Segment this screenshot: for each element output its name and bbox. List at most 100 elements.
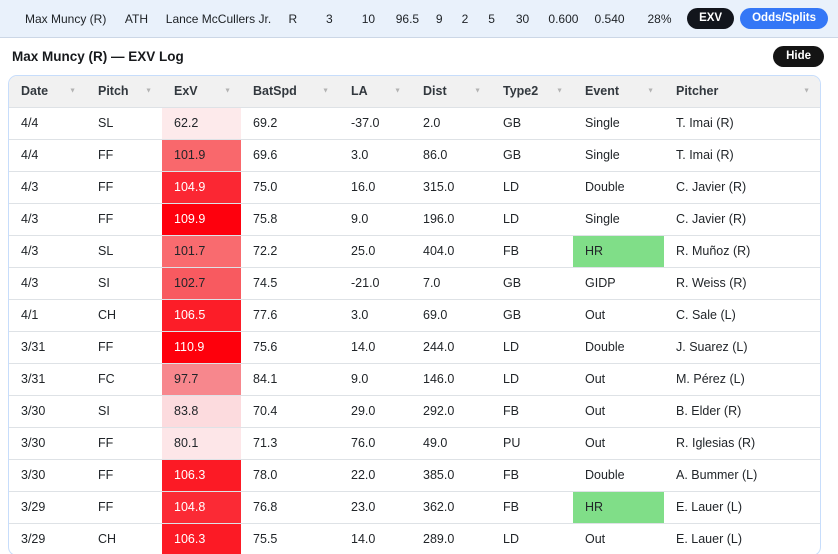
cell-type2: GB [491,138,573,171]
sort-caret-icon[interactable]: ▼ [69,87,76,95]
cell-date: 3/29 [9,522,86,554]
table-row: 4/3 FF 109.9 75.8 9.0 196.0 LD Single C. Javier … [9,202,820,235]
cell-pitcher: R. Iglesias (R) [664,426,820,459]
cell-la: 16.0 [339,170,411,203]
cell-date: 4/3 [9,202,86,235]
cell-pitch: CH [86,522,162,554]
cell-event: Out [573,522,664,554]
cell-pitcher: R. Weiss (R) [664,266,820,299]
cell-dist: 196.0 [411,202,491,235]
table-body: 4/4 SL 62.2 69.2 -37.0 2.0 GB Single T. Imai (R)… [9,106,820,554]
sort-caret-icon[interactable]: ▼ [803,87,810,95]
exv-button[interactable]: EXV [687,7,735,30]
column-header-type2[interactable]: Type2 ▼ [491,76,573,107]
cell-batspd: 72.2 [241,234,339,267]
sort-caret-icon[interactable]: ▼ [322,87,329,95]
cell-la: 3.0 [339,298,411,331]
stat-hand: R [288,11,298,26]
cell-date: 4/1 [9,298,86,331]
cell-exv: 104.8 [162,490,241,523]
table-row: 3/31 FF 110.9 75.6 14.0 244.0 LD Double J. Suare… [9,330,820,363]
cell-la: 14.0 [339,330,411,363]
cell-la: 29.0 [339,394,411,427]
cell-la: -37.0 [339,106,411,139]
cell-pitcher: T. Imai (R) [664,106,820,139]
column-header-exv[interactable]: ExV ▼ [162,76,241,107]
column-header-la[interactable]: LA ▼ [339,76,411,107]
column-header-dist[interactable]: Dist ▼ [411,76,491,107]
cell-pitcher: C. Javier (R) [664,170,820,203]
cell-batspd: 75.5 [241,522,339,554]
cell-dist: 289.0 [411,522,491,554]
stat-value: 0.600 [548,11,579,26]
cell-pitcher: E. Lauer (L) [664,522,820,554]
cell-pitch: FC [86,362,162,395]
table-row: 3/30 FF 80.1 71.3 76.0 49.0 PU Out R. Iglesias (… [9,426,820,459]
cell-event: Double [573,330,664,363]
cell-event: HR [573,490,664,523]
stat-value: 10 [361,11,376,26]
cell-la: 9.0 [339,362,411,395]
column-header-date[interactable]: Date ▼ [9,76,86,107]
cell-la: 3.0 [339,138,411,171]
cell-pitcher: C. Javier (R) [664,202,820,235]
cell-event: Double [573,170,664,203]
cell-exv: 101.7 [162,234,241,267]
cell-dist: 404.0 [411,234,491,267]
column-header-batspd[interactable]: BatSpd ▼ [241,76,339,107]
table-row: 4/3 SL 101.7 72.2 25.0 404.0 FB HR R. Muñoz (R) [9,234,820,267]
cell-date: 4/3 [9,170,86,203]
cell-exv: 106.3 [162,522,241,554]
stat-value: 30 [515,11,530,26]
cell-event: Out [573,426,664,459]
cell-la: 23.0 [339,490,411,523]
sort-caret-icon[interactable]: ▼ [224,87,231,95]
cell-exv: 83.8 [162,394,241,427]
cell-batspd: 84.1 [241,362,339,395]
hide-button[interactable]: Hide [773,45,824,68]
cell-type2: LD [491,362,573,395]
sort-caret-icon[interactable]: ▼ [394,87,401,95]
cell-pitch: SL [86,106,162,139]
cell-la: 14.0 [339,522,411,554]
sort-caret-icon[interactable]: ▼ [647,87,654,95]
cell-exv: 62.2 [162,106,241,139]
cell-dist: 244.0 [411,330,491,363]
cell-dist: 7.0 [411,266,491,299]
cell-event: Double [573,458,664,491]
stat-value: 3 [326,11,333,26]
cell-la: 9.0 [339,202,411,235]
stat-value: 0.540 [594,11,625,26]
cell-batspd: 75.0 [241,170,339,203]
cell-la: 22.0 [339,458,411,491]
cell-type2: FB [491,458,573,491]
cell-event: Out [573,394,664,427]
table-row: 3/29 CH 106.3 75.5 14.0 289.0 LD Out E. Lauer (L… [9,522,820,554]
cell-exv: 80.1 [162,426,241,459]
exv-log-table: Date ▼ Pitch ▼ ExV ▼ BatSpd ▼ LA ▼ Dist ▼ Type… [9,76,820,554]
sort-caret-icon[interactable]: ▼ [474,87,481,95]
cell-batspd: 70.4 [241,394,339,427]
stat-value: 2 [461,11,469,26]
cell-exv: 109.9 [162,202,241,235]
column-header-event[interactable]: Event ▼ [573,76,664,107]
opponent-team: ATH [124,11,148,26]
cell-type2: LD [491,202,573,235]
cell-pitcher: E. Lauer (L) [664,490,820,523]
cell-type2: GB [491,106,573,139]
cell-pitch: FF [86,138,162,171]
sort-caret-icon[interactable]: ▼ [145,87,152,95]
cell-batspd: 69.6 [241,138,339,171]
cell-batspd: 74.5 [241,266,339,299]
table-row: 3/29 FF 104.8 76.8 23.0 362.0 FB HR E. Lauer (L) [9,490,820,523]
odds-splits-button[interactable]: Odds/Splits [740,7,828,30]
cell-date: 4/4 [9,106,86,139]
column-header-pitcher[interactable]: Pitcher ▼ [664,76,820,107]
cell-batspd: 75.6 [241,330,339,363]
sort-caret-icon[interactable]: ▼ [556,87,563,95]
cell-pitch: SI [86,266,162,299]
column-header-pitch[interactable]: Pitch ▼ [86,76,162,107]
cell-exv: 104.9 [162,170,241,203]
cell-type2: FB [491,234,573,267]
cell-pitch: FF [86,202,162,235]
